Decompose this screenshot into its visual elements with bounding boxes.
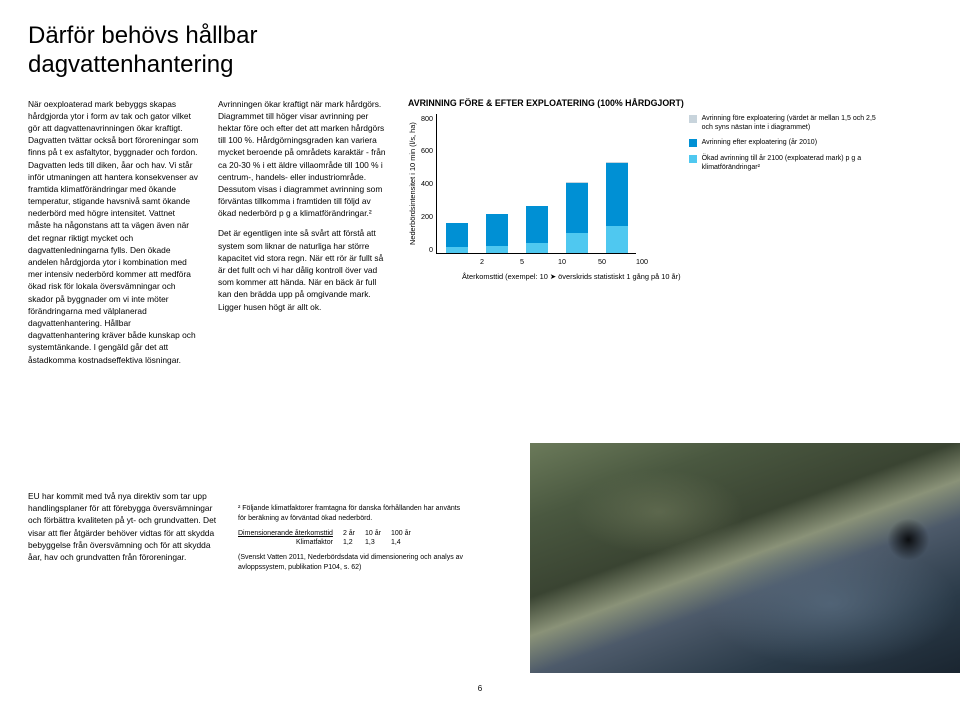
- footnote-label: Dimensionerande återkomsttid: [238, 529, 333, 539]
- bar-segment: [446, 247, 468, 252]
- bar-segment: [566, 233, 588, 252]
- bar-segment: [606, 163, 628, 226]
- bar-segment: [566, 183, 588, 234]
- y-tick: 600: [421, 146, 433, 155]
- column-2: Avrinningen ökar kraftigt när mark hårdg…: [218, 98, 390, 366]
- x-tick: 50: [582, 257, 622, 266]
- page-title: Därför behövs hållbar dagvattenhantering: [28, 22, 932, 80]
- xlabel-suffix: överskrids statistiskt 1 gång på 10 år): [558, 272, 680, 281]
- footnote-head: ² Följande klimatfaktorer framtagna för …: [238, 504, 468, 524]
- bar-segment: [526, 206, 548, 243]
- bar-group: [606, 162, 628, 252]
- legend-item: Ökad avrinning till år 2100 (exploaterad…: [689, 154, 879, 173]
- footnote-cell: 1,2: [343, 538, 355, 548]
- footnote-cell: 10 år: [365, 529, 381, 539]
- x-tick: 5: [502, 257, 542, 266]
- column-1: När oexploaterad mark bebyggs skapas hår…: [28, 98, 200, 366]
- chart-title: AVRINNING FÖRE & EFTER EXPLOATERING (100…: [408, 98, 932, 108]
- y-tick: 200: [421, 212, 433, 221]
- footnote-label: Klimatfaktor: [238, 538, 333, 548]
- x-tick: 10: [542, 257, 582, 266]
- x-tick: 100: [622, 257, 662, 266]
- bar-segment: [486, 214, 508, 246]
- legend-swatch: [689, 155, 697, 163]
- page-number: 6: [478, 684, 482, 693]
- legend-text: Avrinning före exploatering (värdet är m…: [702, 114, 879, 133]
- stream-photo: [530, 443, 960, 673]
- footnote-cell: 100 år: [391, 529, 411, 539]
- legend-item: Avrinning efter exploatering (år 2010): [689, 138, 879, 147]
- bar-group: [526, 206, 548, 253]
- footnote-cell: 2 år: [343, 529, 355, 539]
- footnote-source: (Svenskt Vatten 2011, Nederbördsdata vid…: [238, 553, 468, 573]
- xlabel-prefix: Återkomsttid (exempel: 10: [462, 272, 548, 281]
- bar-segment: [486, 246, 508, 253]
- footnote: ² Följande klimatfaktorer framtagna för …: [238, 504, 468, 573]
- chart-area: AVRINNING FÖRE & EFTER EXPLOATERING (100…: [408, 98, 932, 366]
- bar-group: [486, 214, 508, 253]
- legend-text: Ökad avrinning till år 2100 (exploaterad…: [702, 154, 879, 173]
- y-axis-label: Nederbördsintensitet i 10 min (l/s, ha): [408, 114, 417, 254]
- legend-swatch: [689, 115, 697, 123]
- footnote-cell: 1,3: [365, 538, 381, 548]
- arrow-icon: ➤: [550, 272, 558, 281]
- y-tick: 0: [421, 245, 433, 254]
- chart-legend: Avrinning före exploatering (värdet är m…: [689, 114, 879, 179]
- bar-segment: [446, 223, 468, 248]
- title-line1: Därför behövs hållbar: [28, 22, 257, 49]
- eu-directive-text: EU har kommit med två nya direktiv som t…: [28, 490, 218, 563]
- bar-segment: [606, 226, 628, 252]
- bar-group: [446, 223, 468, 253]
- legend-item: Avrinning före exploatering (värdet är m…: [689, 114, 879, 133]
- title-line2: dagvattenhantering: [28, 51, 234, 78]
- bar-segment: [526, 243, 548, 253]
- text-columns: När oexploaterad mark bebyggs skapas hår…: [28, 98, 932, 366]
- y-ticks: 800 600 400 200 0: [421, 114, 436, 254]
- legend-text: Avrinning efter exploatering (år 2010): [702, 138, 817, 147]
- chart: Nederbördsintensitet i 10 min (l/s, ha) …: [408, 114, 681, 281]
- y-tick: 400: [421, 179, 433, 188]
- x-axis-label: Återkomsttid (exempel: 10 ➤ överskrids s…: [462, 272, 681, 281]
- footnote-cell: 1,4: [391, 538, 411, 548]
- bar-group: [566, 182, 588, 253]
- legend-swatch: [689, 139, 697, 147]
- chart-plot: [436, 114, 636, 254]
- x-tick: 2: [462, 257, 502, 266]
- footnote-table: Dimensionerande återkomsttidKlimatfaktor…: [238, 529, 468, 549]
- y-tick: 800: [421, 114, 433, 123]
- x-ticks: 251050100: [462, 257, 681, 266]
